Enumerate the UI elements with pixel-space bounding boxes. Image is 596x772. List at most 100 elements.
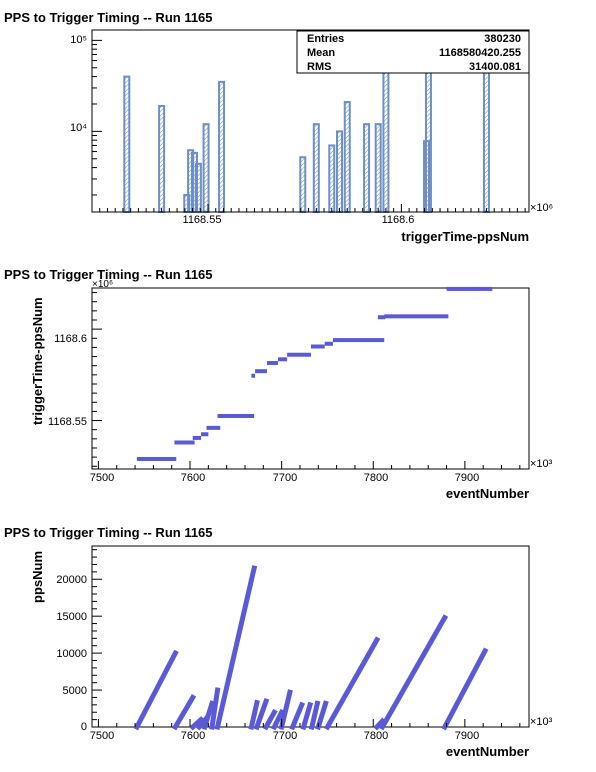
hist-bin [374,123,382,213]
hist-bin [382,66,390,213]
scatter1-x-title: eventNumber [446,486,529,501]
hist-y-tick-label: 10⁴ [70,122,87,134]
scatter2-frame [91,545,530,728]
hist-x-title: triggerTime-ppsNum [401,229,529,244]
scatter1-marks [136,286,493,461]
hist-bin [202,123,210,213]
scatter2-point-band [315,700,329,731]
hist-x-axis [91,204,526,212]
scatter2-title: PPS to Trigger Timing -- Run 1165 [4,525,213,540]
hist-bin [123,75,131,213]
scatter2-x-tick-label: 7600 [181,730,205,742]
hist-bin [482,68,490,214]
hist-bin [312,123,320,213]
scatter2-point-band [133,649,179,731]
scatter1-point-band [324,341,333,346]
hist-bin [343,101,351,213]
hist-x-tick-label: 1168.6 [382,214,415,226]
stats-rms-value: 31400.081 [469,61,521,73]
scatter2-y-tick-label: 0 [81,721,87,733]
scatter1-axes [92,292,521,469]
scatter2-marks [133,565,489,731]
scatter2-axes [92,549,521,728]
scatter1-y-title: triggerTime-ppsNum [30,297,45,425]
scatter2-point-band [278,689,293,731]
scatter1-x-multiplier: ×10³ [530,458,553,470]
scatter2-y-tick-label: 20000 [56,574,87,586]
scatter1-x-tick-label: 7900 [455,472,479,484]
scatter2-y-title: ppsNum [30,551,45,603]
stats-frame [296,30,530,74]
scatter2-point-band [201,700,216,731]
scatter1-point-band [251,373,256,378]
scatter1-x-tick-label: 7600 [181,472,205,484]
scatter2-x-tick-label: 7900 [455,730,479,742]
hist-x-tick-label: 1168.55 [183,214,222,226]
scatter2-x-tick-label: 7500 [90,730,114,742]
hist-x-multiplier: ×10⁶ [530,202,553,214]
scatter1-point-band [446,286,493,291]
scatter1-point-band [136,456,177,461]
scatter1-x-tick-label: 7800 [364,472,388,484]
scatter2-point-band [262,708,278,731]
scatter2-point-band [189,716,205,731]
scatter2-point-band [308,700,321,731]
hist-y-tick-label: 10⁵ [70,34,87,46]
scatter2-point-band [171,694,197,731]
hist-bars [92,59,529,214]
scatter2-x-tick-label: 7700 [273,730,297,742]
stats-mean-value: 1168580420.255 [439,47,521,59]
scatter1-point-band [384,314,449,319]
hist-bin [328,144,336,213]
scatter1-point-band [192,435,202,440]
hist-bin [218,80,226,213]
hist-title: PPS to Trigger Timing -- Run 1165 [4,10,213,25]
scatter1-point-band [332,338,385,343]
stats-entries-value: 380230 [484,33,521,45]
scatter1-x-tick-label: 7500 [90,472,114,484]
scatter1-point-band [217,413,255,418]
scatter2-point-band [324,636,381,731]
scatter2-y-tick-label: 5000 [63,685,87,697]
scatter2-point-band [379,614,449,731]
scatter1-point-band [206,425,221,430]
hist-bin [363,123,371,213]
hist-bin [299,156,307,213]
scatter1-point-band [174,440,195,445]
scatter1-title: PPS to Trigger Timing -- Run 1165 [4,267,213,282]
scatter2-point-band [373,717,386,731]
scatter-panel-pps: PPS to Trigger Timing -- Run 1165 0 5000… [4,525,553,759]
scatter2-point-band [253,697,270,731]
scatter1-point-band [377,315,386,320]
scatter1-y-tick-label: 1168.6 [54,333,87,345]
hist-bin [336,130,344,214]
scatter1-point-band [255,369,267,374]
stats-box: Entries 380230 Mean 1168580420.255 RMS 3… [296,30,530,74]
scatter1-frame [91,287,530,470]
scatter2-point-band [209,687,221,730]
stats-rms-label: RMS [307,61,331,73]
scatter2-point-band [441,647,489,731]
scatter1-point-band [266,360,278,365]
scatter2-x-tick-label: 7800 [364,730,388,742]
scatter2-y-tick-label: 10000 [56,648,87,660]
hist-bin [194,162,202,213]
scatter2-x-title: eventNumber [446,744,529,759]
scatter1-x-tick-label: 7700 [273,472,297,484]
hist-y-axis [92,39,102,196]
scatter2-point-band [214,565,258,730]
scatter2-y-tick-label: 15000 [56,611,87,623]
scatter1-point-band [287,352,311,357]
hist-bin [424,59,432,213]
scatter-panel-timing: PPS to Trigger Timing -- Run 1165 ×10⁶ 1… [4,267,553,501]
scatter2-point-band [289,701,306,731]
stats-entries-label: Entries [307,33,344,45]
scatter1-point-band [201,432,209,437]
scatter2-point-band [300,701,314,731]
scatter2-point-band [270,708,285,731]
scatter2-x-multiplier: ×10³ [530,716,553,728]
hist-bin [158,105,166,213]
scatter2-point-band [248,699,260,730]
scatter1-point-band [277,357,288,362]
